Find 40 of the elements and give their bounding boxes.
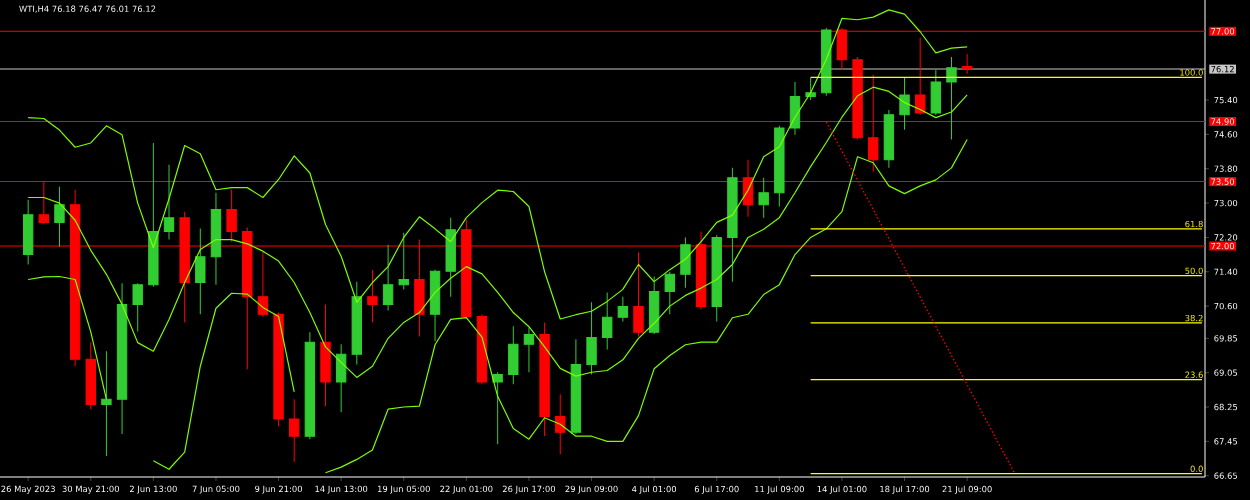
y-tick-label: 68.25 bbox=[1214, 403, 1238, 411]
annotation: 100.0 bbox=[1180, 69, 1203, 76]
y-tick-label: 74.60 bbox=[1214, 131, 1238, 138]
y-tick-label: 73.80 bbox=[1214, 165, 1238, 172]
y-tick-label: 67.45 bbox=[1214, 438, 1238, 445]
x-tick-label: 26 May 2023 bbox=[1, 485, 55, 494]
x-tick-label: 14 Jul 01:00 bbox=[817, 485, 867, 494]
y-tick-label: 75.40 bbox=[1214, 96, 1238, 104]
y-tick-label: 71.40 bbox=[1214, 268, 1238, 275]
text: WTI,H4 76.18 76.47 76.01 76.12 bbox=[19, 5, 156, 13]
annotation: 61.8 bbox=[1185, 220, 1203, 228]
x-tick-label: 19 Jun 05:00 bbox=[377, 485, 430, 494]
x-tick-label: 6 Jul 17:00 bbox=[694, 485, 739, 494]
x-tick-label: 21 Jul 09:00 bbox=[942, 485, 992, 494]
y-tick-label: 70.60 bbox=[1214, 302, 1238, 310]
y-tick-label: 66.65 bbox=[1214, 472, 1238, 479]
x-tick-label: 29 Jun 09:00 bbox=[565, 485, 618, 494]
x-tick-label: 7 Jun 05:00 bbox=[192, 485, 240, 494]
annotation: 0.0 bbox=[1190, 465, 1203, 472]
x-tick-label: 11 Jul 09:00 bbox=[755, 485, 804, 494]
ref-line-label: 73.50 bbox=[1211, 178, 1235, 185]
y-tick-label: 69.05 bbox=[1214, 369, 1238, 376]
ref-line-label: 76.12 bbox=[1211, 65, 1234, 73]
annotation: 23.6 bbox=[1185, 371, 1203, 378]
annotation: 50.0 bbox=[1185, 267, 1203, 275]
y-tick-label: 69.85 bbox=[1214, 335, 1238, 342]
x-tick-label: 2 Jun 13:00 bbox=[129, 485, 177, 494]
x-tick-label: 22 Jun 01:00 bbox=[440, 485, 493, 494]
ref-line-label: 77.00 bbox=[1211, 28, 1235, 35]
y-tick-label: 73.00 bbox=[1214, 199, 1238, 207]
x-tick-label: 30 May 21:00 bbox=[62, 485, 119, 494]
x-tick-label: 26 Jun 17:00 bbox=[502, 485, 556, 494]
y-tick-label: 72.20 bbox=[1214, 234, 1238, 241]
annotation: 38.2 bbox=[1185, 314, 1203, 322]
ref-line-label: 74.90 bbox=[1211, 118, 1235, 125]
ref-line-label: 72.00 bbox=[1211, 242, 1235, 250]
x-tick-label: 9 Jun 21:00 bbox=[255, 485, 302, 494]
x-tick-label: 18 Jul 17:00 bbox=[880, 485, 930, 494]
x-tick-label: 4 Jul 01:00 bbox=[632, 485, 677, 494]
x-tick-label: 14 Jun 13:00 bbox=[315, 485, 368, 494]
